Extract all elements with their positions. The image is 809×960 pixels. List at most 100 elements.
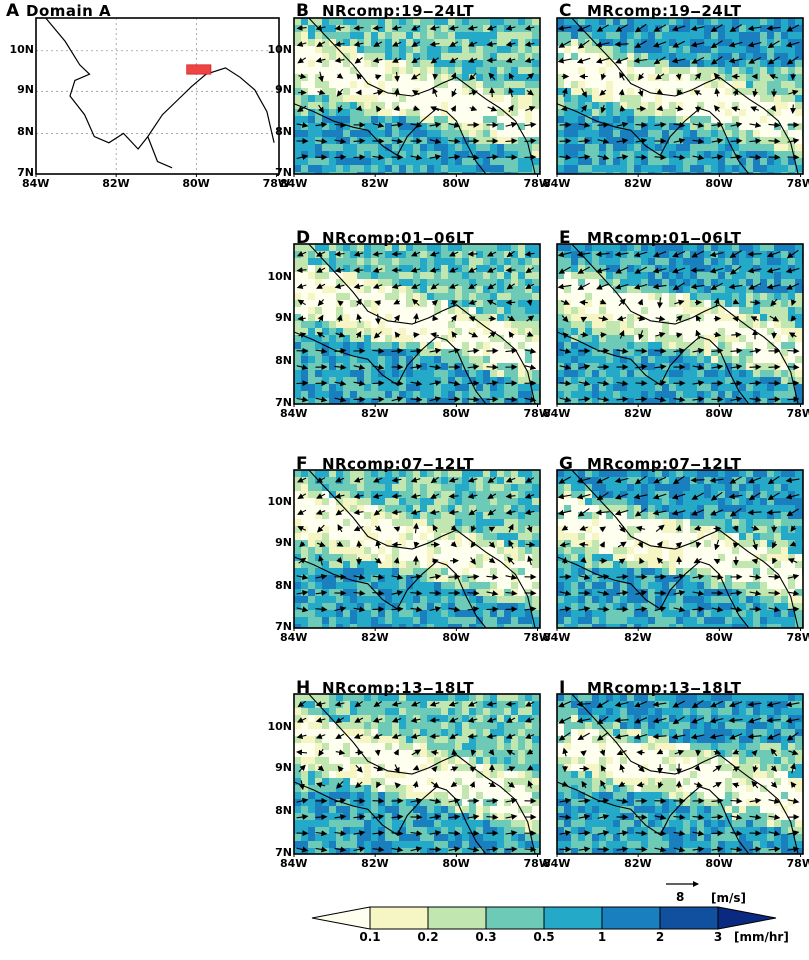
lon-tick-label: 84W bbox=[543, 857, 571, 870]
panel-letter-d: D bbox=[296, 228, 311, 248]
lon-tick-label: 84W bbox=[280, 857, 308, 870]
lon-tick-label: 82W bbox=[361, 407, 389, 420]
lat-tick-label: 8N bbox=[275, 804, 292, 818]
lat-tick-label: 9N bbox=[275, 311, 292, 325]
colorbar-segment bbox=[601, 906, 661, 930]
colorbar-tick-label: 0.2 bbox=[417, 930, 439, 944]
lat-tick-label: 8N bbox=[275, 354, 292, 368]
lat-tick-label: 7N bbox=[275, 166, 292, 179]
colorbar-segment bbox=[543, 906, 603, 930]
lon-tick-label: 78W bbox=[786, 177, 809, 190]
map-panel-c bbox=[556, 17, 804, 177]
lon-tick-label: 82W bbox=[624, 177, 652, 190]
colorbar-segment bbox=[369, 906, 429, 930]
lat-tick-label: 10N bbox=[9, 42, 34, 56]
panel-title-h: NRcomp:13‒18LT bbox=[322, 679, 475, 697]
map-panel-d bbox=[293, 243, 541, 407]
map-panel-h bbox=[293, 693, 541, 857]
map-panel-e bbox=[556, 243, 804, 407]
panel-letter-f: F bbox=[296, 454, 308, 474]
lon-tick-label: 82W bbox=[102, 177, 130, 190]
panel-title-b: NRcomp:19‒24LT bbox=[322, 2, 475, 20]
colorbar-segment bbox=[427, 906, 487, 930]
vector-key-value: 8 bbox=[676, 890, 685, 904]
lon-tick-label: 84W bbox=[543, 177, 571, 190]
lon-tick-label: 84W bbox=[280, 631, 308, 644]
panel-letter-a: A bbox=[6, 1, 20, 21]
lat-tick-label: 7N bbox=[17, 166, 34, 179]
panel-title-f: NRcomp:07‒12LT bbox=[322, 455, 475, 473]
lon-tick-label: 84W bbox=[543, 631, 571, 644]
colorbar bbox=[311, 906, 777, 930]
panel-letter-g: G bbox=[559, 454, 573, 474]
lon-tick-label: 84W bbox=[543, 407, 571, 420]
lat-tick-label: 7N bbox=[275, 396, 292, 409]
lon-tick-label: 78W bbox=[523, 631, 551, 644]
lon-tick-label: 80W bbox=[705, 177, 733, 190]
panel-title-g: MRcomp:07‒12LT bbox=[587, 455, 742, 473]
colorbar-tick-label: 1 bbox=[597, 930, 607, 944]
colorbar-segment bbox=[717, 906, 777, 930]
lat-tick-label: 8N bbox=[17, 125, 34, 139]
lon-tick-label: 80W bbox=[442, 857, 470, 870]
lon-tick-label: 78W bbox=[786, 631, 809, 644]
panel-title-d: NRcomp:01‒06LT bbox=[322, 229, 475, 247]
lon-tick-label: 82W bbox=[624, 407, 652, 420]
lon-tick-label: 78W bbox=[786, 407, 809, 420]
map-panel-a bbox=[35, 17, 280, 177]
lat-tick-label: 10N bbox=[267, 42, 292, 56]
lat-tick-label: 7N bbox=[275, 846, 292, 859]
map-panel-f bbox=[293, 469, 541, 631]
lat-tick-label: 9N bbox=[17, 83, 34, 97]
lon-tick-label: 82W bbox=[624, 857, 652, 870]
lon-tick-label: 78W bbox=[523, 857, 551, 870]
colorbar-segment bbox=[485, 906, 545, 930]
domain-highlight-box bbox=[186, 64, 212, 75]
colorbar-segment bbox=[311, 906, 371, 930]
map-panel-g bbox=[556, 469, 804, 631]
lon-tick-label: 78W bbox=[523, 177, 551, 190]
colorbar-unit: [mm/hr] bbox=[734, 930, 789, 944]
colorbar-tick-label: 2 bbox=[655, 930, 665, 944]
colorbar-tick-label: 3 bbox=[713, 930, 723, 944]
panel-letter-b: B bbox=[296, 1, 309, 21]
panel-title-c: MRcomp:19‒24LT bbox=[587, 2, 742, 20]
lon-tick-label: 82W bbox=[361, 177, 389, 190]
lon-tick-label: 84W bbox=[280, 177, 308, 190]
lon-tick-label: 82W bbox=[361, 631, 389, 644]
lon-tick-label: 84W bbox=[22, 177, 50, 190]
lon-tick-label: 82W bbox=[361, 857, 389, 870]
map-panel-i bbox=[556, 693, 804, 857]
lon-tick-label: 80W bbox=[705, 631, 733, 644]
vector-key-unit: [m/s] bbox=[711, 891, 746, 905]
lon-tick-label: 78W bbox=[786, 857, 809, 870]
colorbar-segment bbox=[659, 906, 719, 930]
panel-letter-e: E bbox=[559, 228, 571, 248]
lat-tick-label: 10N bbox=[267, 719, 292, 733]
panel-title-a: Domain A bbox=[26, 2, 112, 20]
lon-tick-label: 80W bbox=[705, 857, 733, 870]
lon-tick-label: 78W bbox=[262, 177, 291, 190]
lon-tick-label: 84W bbox=[280, 407, 308, 420]
lat-tick-label: 10N bbox=[267, 495, 292, 509]
lat-tick-label: 7N bbox=[275, 620, 292, 633]
lat-tick-label: 8N bbox=[275, 578, 292, 592]
lon-tick-label: 80W bbox=[442, 177, 470, 190]
lon-tick-label: 78W bbox=[523, 407, 551, 420]
lat-tick-label: 9N bbox=[275, 761, 292, 775]
lon-tick-label: 80W bbox=[705, 407, 733, 420]
lon-tick-label: 80W bbox=[182, 177, 210, 190]
lat-tick-label: 9N bbox=[275, 536, 292, 550]
panel-letter-c: C bbox=[559, 1, 572, 21]
panel-letter-h: H bbox=[296, 678, 311, 698]
lat-tick-label: 8N bbox=[275, 125, 292, 139]
lon-tick-label: 82W bbox=[624, 631, 652, 644]
panel-title-e: MRcomp:01‒06LT bbox=[587, 229, 742, 247]
colorbar-tick-label: 0.5 bbox=[533, 930, 555, 944]
panel-letter-i: I bbox=[559, 678, 566, 698]
lat-tick-label: 10N bbox=[267, 269, 292, 283]
colorbar-tick-label: 0.3 bbox=[475, 930, 497, 944]
colorbar-tick-label: 0.1 bbox=[359, 930, 381, 944]
lon-tick-label: 80W bbox=[442, 407, 470, 420]
